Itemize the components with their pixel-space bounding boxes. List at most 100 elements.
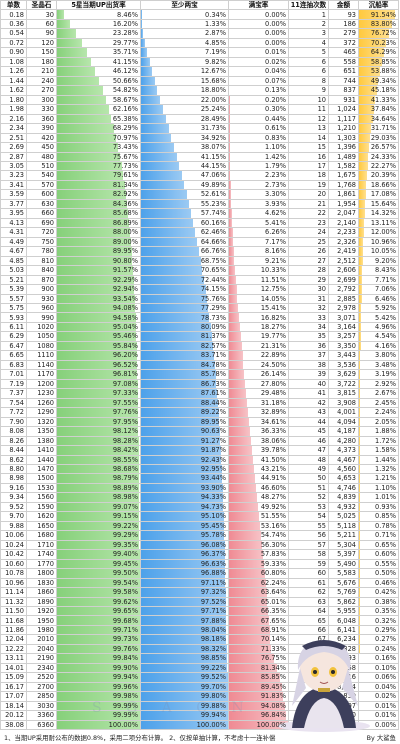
- bar-fill: [359, 456, 360, 464]
- cell-value: 0.10%: [375, 663, 396, 672]
- cell-value: 62.46%: [200, 228, 226, 237]
- cell-11-pull-count: 56: [288, 530, 329, 541]
- cell-fail-rate: 1.10%: [358, 482, 399, 494]
- bar-fill: [57, 408, 139, 417]
- table-row: 6.11 1020 95.04% 80.09% 18.27% 34 3,164 4.96%: [0, 321, 399, 333]
- cell-max-np-rate: 96.84%: [228, 710, 289, 721]
- cell-max-np-rate: 41.50%: [228, 454, 289, 465]
- table-row: 2.69 450 73.43% 38.07% 1.10% 15 1,396 26.57%: [0, 142, 399, 153]
- bar-fill: [141, 664, 228, 672]
- cell-at-least-two: 28.49%: [140, 113, 229, 125]
- table-row: 2.34 390 68.29% 31.73% 0.61% 13 1,210 31.71%: [0, 123, 399, 134]
- cell-at-least-two: 75.76%: [140, 293, 229, 305]
- cell-saint-quartz: 1950: [26, 615, 57, 626]
- cell-value: 98.98%: [112, 493, 138, 502]
- cell-at-least-two: 95.10%: [140, 511, 229, 522]
- table-row: 3.95 660 85.68% 57.74% 4.62% 22 2,047 14.32%: [0, 208, 399, 219]
- cell-saint-quartz: 1200: [26, 378, 57, 390]
- cell-cost: 3,257: [328, 331, 359, 342]
- cell-at-least-two: 41.15%: [140, 151, 229, 162]
- cell-up-rate: 95.04%: [56, 321, 141, 333]
- bar-fill: [229, 541, 263, 549]
- cell-draws: 10.60: [0, 558, 27, 570]
- cell-max-np-rate: 63.64%: [228, 587, 289, 598]
- cell-value: 0.04%: [375, 682, 396, 691]
- cell-value: 88.44%: [200, 398, 226, 407]
- bar-fill: [141, 569, 226, 578]
- header-at-least-two: 至少两宝: [140, 0, 229, 11]
- cell-fail-rate: 1.58%: [358, 445, 399, 456]
- cell-cost: 2,233: [328, 227, 359, 238]
- cell-draws: 0.18: [0, 9, 27, 20]
- cell-saint-quartz: 720: [26, 227, 57, 238]
- cell-value: 57.74%: [200, 209, 226, 218]
- cell-value: 74.15%: [200, 285, 226, 294]
- cell-value: 96.84%: [260, 711, 286, 720]
- bar-fill: [229, 370, 245, 379]
- cell-up-rate: 50.66%: [56, 75, 141, 87]
- bar-fill: [359, 200, 366, 208]
- cell-value: 0.00%: [265, 38, 286, 47]
- bar-fill: [229, 474, 256, 483]
- bar-fill: [229, 238, 234, 246]
- cell-cost: 2,885: [328, 293, 359, 305]
- cell-max-np-rate: 0.61%: [228, 123, 289, 134]
- bar-fill: [229, 673, 280, 682]
- cell-draws: 5.21: [0, 274, 27, 286]
- bar-fill: [229, 190, 231, 199]
- bar-fill: [141, 560, 226, 568]
- cell-value: 31.71%: [370, 124, 396, 133]
- cell-value: 0.27%: [375, 635, 396, 644]
- bar-fill: [141, 314, 210, 322]
- cell-at-least-two: 77.29%: [140, 302, 229, 314]
- bar-fill: [141, 39, 146, 47]
- cell-value: 81.34%: [112, 180, 138, 189]
- cell-max-np-rate: 4.62%: [228, 208, 289, 219]
- cell-value: 91.57%: [112, 266, 138, 275]
- cell-value: 70.14%: [260, 635, 286, 644]
- cell-max-np-rate: 0.30%: [228, 104, 289, 115]
- cell-saint-quartz: 1410: [26, 445, 57, 456]
- cell-11-pull-count: 38: [288, 359, 329, 371]
- cell-up-rate: 8.46%: [56, 9, 141, 20]
- cell-up-rate: 82.92%: [56, 189, 141, 200]
- cell-max-np-rate: 43.21%: [228, 463, 289, 475]
- bar-fill: [141, 711, 228, 720]
- cell-up-rate: 99.58%: [56, 587, 141, 598]
- cell-value: 1.72%: [375, 436, 396, 445]
- cell-at-least-two: 93.90%: [140, 482, 229, 494]
- cell-value: 70.97%: [112, 133, 138, 142]
- bar-fill: [359, 219, 365, 227]
- cell-fail-rate: 26.57%: [358, 142, 399, 153]
- bar-fill: [229, 314, 239, 322]
- cell-value: 24.50%: [260, 360, 286, 369]
- cell-value: 0.46%: [375, 578, 396, 587]
- cell-value: 77.29%: [200, 304, 226, 313]
- cell-value: 22.27%: [370, 162, 396, 170]
- cell-max-np-rate: 6.26%: [228, 227, 289, 238]
- cell-value: 41.15%: [200, 152, 226, 161]
- table-row: 1.62 270 54.82% 18.80% 0.13% 9 837 45.18%: [0, 85, 399, 96]
- bar-fill: [359, 96, 376, 104]
- cell-cost: 4,653: [328, 473, 359, 484]
- table-row: 3.77 630 84.36% 55.23% 3.93% 21 1,954 15.64%: [0, 198, 399, 210]
- cell-value: 1.42%: [265, 152, 286, 161]
- bar-fill: [229, 427, 251, 436]
- cell-cost: 837: [328, 85, 359, 96]
- cell-11-pull-count: 17: [288, 160, 329, 172]
- bar-fill: [229, 408, 249, 417]
- bar-fill: [141, 67, 153, 76]
- table-row: 5.57 930 93.54% 75.76% 14.05% 31 2,885 6.46%: [0, 293, 399, 305]
- cell-11-pull-count: 23: [288, 217, 329, 229]
- cell-value: 99.65%: [112, 607, 138, 616]
- cell-11-pull-count: 43: [288, 407, 329, 418]
- cell-max-np-rate: 0.13%: [228, 85, 289, 96]
- cell-draws: 12.22: [0, 643, 27, 655]
- cell-max-np-rate: 18.27%: [228, 321, 289, 333]
- bar-fill: [359, 58, 382, 66]
- cell-value: 91.54%: [370, 10, 396, 19]
- cell-up-rate: 68.29%: [56, 123, 141, 134]
- table-row: 1.98 330 62.16% 25.24% 0.30% 11 1,024 37.84%: [0, 104, 399, 115]
- bar-fill: [141, 86, 158, 95]
- bar-fill: [141, 427, 220, 436]
